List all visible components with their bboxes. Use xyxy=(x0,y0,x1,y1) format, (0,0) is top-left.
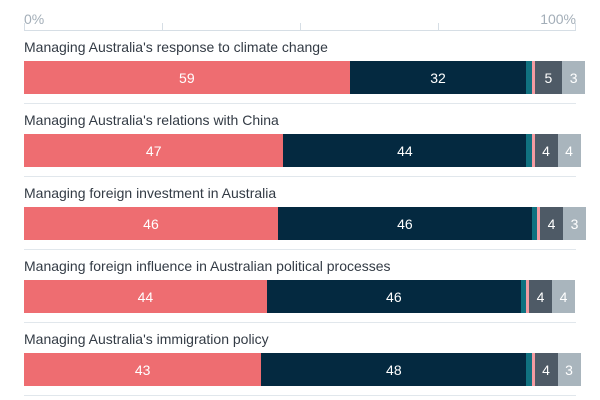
bar-segment-dark-gray: 4 xyxy=(529,280,553,313)
bar-segment-teal xyxy=(531,207,538,240)
bar-segment-dark-gray: 5 xyxy=(534,61,563,94)
stacked-bar: 47 44 4 4 xyxy=(24,134,581,167)
stacked-bar: 59 32 5 3 xyxy=(24,61,586,94)
category-label: Managing foreign influence in Australian… xyxy=(24,258,391,274)
chart-row: Managing Australia's response to climate… xyxy=(24,31,586,104)
chart-row: Managing Australia's relations with Chin… xyxy=(24,104,581,177)
bar-segment-coral: 44 xyxy=(24,280,267,313)
bar-segment-pink xyxy=(531,353,535,386)
bar-segment-navy: 44 xyxy=(283,134,527,167)
bar-segment-coral: 43 xyxy=(24,353,262,386)
bar-segment-dark-gray: 4 xyxy=(534,134,558,167)
bar-segment-pink xyxy=(531,134,535,167)
bar-segment-teal xyxy=(526,61,532,94)
axis-tick xyxy=(575,23,576,30)
axis-label-min: 0% xyxy=(24,11,45,27)
bar-segment-navy: 48 xyxy=(261,353,527,386)
category-label: Managing Australia's relations with Chin… xyxy=(24,112,279,128)
percent-axis: 0% 100% xyxy=(24,8,576,31)
bar-segment-teal xyxy=(526,134,532,167)
bar-segment-coral: 47 xyxy=(24,134,284,167)
bar-segment-pink xyxy=(526,280,530,313)
bar-segment-teal xyxy=(520,280,527,313)
stacked-bar: 44 46 4 4 xyxy=(24,280,576,313)
stacked-bar: 43 48 4 3 xyxy=(24,353,581,386)
bar-segment-dark-gray: 4 xyxy=(534,353,558,386)
axis-tick xyxy=(24,23,25,30)
axis-tick xyxy=(438,23,439,30)
chart-row: Managing Australia's immigration policy … xyxy=(24,323,581,396)
chart-row: Managing foreign investment in Australia… xyxy=(24,177,587,250)
bar-segment-pink xyxy=(531,61,535,94)
bar-segment-light-gray: 3 xyxy=(563,207,587,240)
chart-row: Managing foreign influence in Australian… xyxy=(24,250,576,323)
axis-label-max: 100% xyxy=(540,11,576,27)
bar-segment-pink xyxy=(537,207,541,240)
category-label: Managing foreign investment in Australia xyxy=(24,185,277,201)
bar-segment-navy: 32 xyxy=(349,61,527,94)
bar-segment-light-gray: 4 xyxy=(552,280,576,313)
bar-segment-light-gray: 3 xyxy=(562,61,586,94)
axis-tick xyxy=(162,23,163,30)
bar-segment-coral: 59 xyxy=(24,61,350,94)
bar-segment-coral: 46 xyxy=(24,207,278,240)
bar-segment-light-gray: 3 xyxy=(557,353,581,386)
bar-segment-teal xyxy=(526,353,532,386)
bar-segment-dark-gray: 4 xyxy=(540,207,564,240)
stacked-bar: 46 46 4 3 xyxy=(24,207,587,240)
axis-tick xyxy=(300,23,301,30)
bar-segment-light-gray: 4 xyxy=(557,134,581,167)
bar-segment-navy: 46 xyxy=(277,207,532,240)
bar-segment-navy: 46 xyxy=(266,280,521,313)
category-label: Managing Australia's response to climate… xyxy=(24,39,328,55)
category-label: Managing Australia's immigration policy xyxy=(24,331,269,347)
chart-rows: Managing Australia's response to climate… xyxy=(24,31,587,396)
